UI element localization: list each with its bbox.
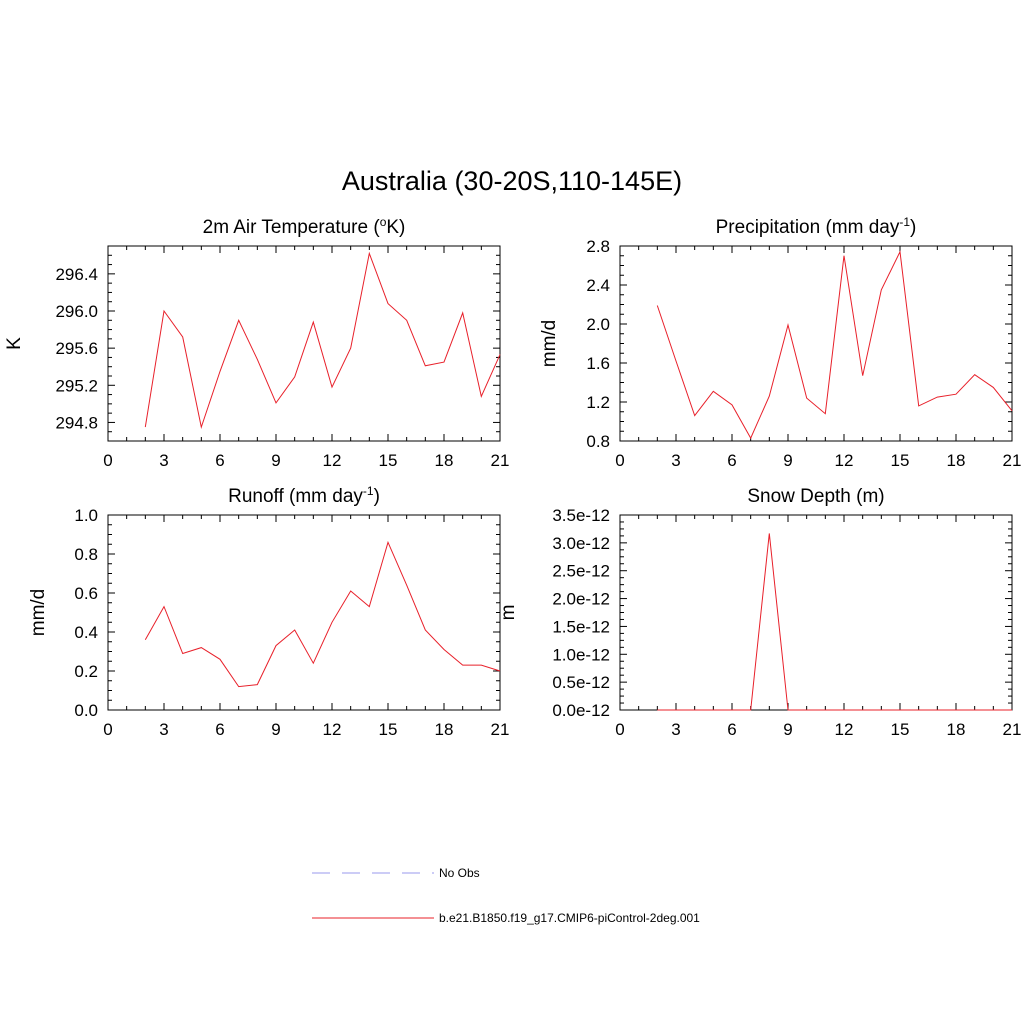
panel-title-post: ) (910, 217, 916, 238)
x-tick-label: 12 (323, 451, 342, 470)
x-tick-label: 0 (103, 451, 112, 470)
y-tick-label: 1.0e-12 (552, 645, 610, 664)
legend: No Obs b.e21.B1850.f19_g17.CMIP6-piContro… (312, 866, 700, 925)
x-tick-label: 12 (835, 720, 854, 739)
panel-title-post: ) (374, 486, 380, 507)
panel-title-main: 2m Air Temperature ( (203, 217, 381, 238)
y-tick-label: 295.6 (55, 339, 98, 358)
panel-title: 2m Air Temperature (oK) (203, 215, 406, 238)
x-tick-label: 15 (379, 720, 398, 739)
panel-1: 2m Air Temperature (oK) 0 3 6 9 12 15 18 21 294.8… (4, 215, 509, 470)
y-tick-label: 294.8 (55, 413, 98, 432)
y-tick-label: 0.8 (74, 545, 98, 564)
panel-title: Snow Depth (m) (747, 486, 884, 507)
x-tick-label: 0 (103, 720, 112, 739)
y-tick-label: 2.4 (586, 276, 610, 295)
y-tick-label: 296.4 (55, 265, 98, 284)
x-tick-label: 15 (891, 451, 910, 470)
y-tick-label: 0.4 (74, 623, 98, 642)
y-axis-label: mm/d (28, 589, 49, 637)
panel-title-sup: -1 (363, 484, 374, 498)
x-tick-label: 21 (1003, 451, 1022, 470)
x-tick-label: 9 (271, 451, 280, 470)
y-axis-label: mm/d (539, 320, 560, 368)
y-axis-label: m (498, 605, 519, 621)
plot-frame (107, 245, 501, 442)
x-tick-label: 18 (947, 720, 966, 739)
x-tick-label: 3 (159, 720, 168, 739)
panel-title-sup: -1 (899, 215, 910, 229)
y-tick-label: 0.5e-12 (552, 673, 610, 692)
y-tick-label: 0.6 (74, 584, 98, 603)
x-tick-label: 0 (615, 720, 624, 739)
y-tick-label: 0.0e-12 (552, 701, 610, 720)
panel-title-main: Runoff (mm day (228, 486, 363, 507)
panel-title-post: K) (386, 217, 405, 238)
panel-title: Runoff (mm day-1) (228, 484, 380, 507)
panel-title-sup: o (380, 215, 387, 229)
x-tick-label: 15 (891, 720, 910, 739)
x-tick-label: 21 (1003, 720, 1022, 739)
panel-3: Runoff (mm day-1) 0 3 6 9 12 15 18 21 0.0 0.2 0.4 0.… (28, 484, 509, 739)
x-tick-label: 15 (379, 451, 398, 470)
series-line (144, 251, 501, 430)
y-tick-label: 0.0 (74, 701, 98, 720)
figure-title: Australia (30-20S,110-145E) (342, 166, 682, 196)
series-line (144, 540, 501, 688)
panel-title: Precipitation (mm day-1) (716, 215, 917, 238)
y-tick-label: 2.5e-12 (552, 562, 610, 581)
y-tick-label: 2.0e-12 (552, 590, 610, 609)
x-tick-label: 9 (783, 720, 792, 739)
legend-label: b.e21.B1850.f19_g17.CMIP6-piControl-2deg… (439, 911, 700, 925)
panel-2: Precipitation (mm day-1) 0 3 6 9 12 15 18 21 0.8 1… (539, 215, 1021, 470)
y-tick-label: 3.5e-12 (552, 506, 610, 525)
legend-item-2: b.e21.B1850.f19_g17.CMIP6-piControl-2deg… (312, 911, 700, 925)
plot-frame (619, 514, 1013, 711)
x-tick-label: 6 (727, 451, 736, 470)
y-tick-label: 3.0e-12 (552, 534, 610, 553)
legend-item-1: No Obs (312, 866, 480, 880)
legend-label: No Obs (439, 866, 480, 880)
x-tick-label: 3 (671, 720, 680, 739)
x-tick-label: 6 (727, 720, 736, 739)
y-tick-label: 2.8 (586, 237, 610, 256)
x-tick-label: 21 (491, 720, 510, 739)
y-tick-label: 1.6 (586, 354, 610, 373)
x-tick-label: 12 (323, 720, 342, 739)
x-tick-label: 9 (271, 720, 280, 739)
plot-frame (619, 245, 1013, 442)
panel-title-main: Precipitation (mm day (716, 217, 900, 238)
x-tick-label: 3 (671, 451, 680, 470)
y-tick-label: 1.5e-12 (552, 617, 610, 636)
panel-4: Snow Depth (m) 0 3 6 9 12 15 18 21 0.0e-12 0.5e-12… (498, 486, 1021, 739)
y-tick-label: 2.0 (586, 315, 610, 334)
panels: 2m Air Temperature (oK)0 3 6 9 12 15 18 21294.8… (4, 215, 1021, 739)
x-tick-label: 18 (435, 451, 454, 470)
x-tick-label: 3 (159, 451, 168, 470)
x-tick-label: 6 (215, 451, 224, 470)
y-axis-label: K (4, 337, 25, 350)
x-tick-label: 18 (947, 451, 966, 470)
x-tick-label: 9 (783, 451, 792, 470)
y-tick-label: 0.2 (74, 662, 98, 681)
series-line (656, 250, 1013, 440)
panel-title-main: Snow Depth (m) (747, 486, 884, 507)
y-tick-label: 1.0 (74, 506, 98, 525)
series-line (657, 533, 1012, 711)
y-tick-label: 1.2 (586, 393, 610, 412)
y-tick-label: 0.8 (586, 432, 610, 451)
y-tick-label: 295.2 (55, 376, 98, 395)
x-tick-label: 18 (435, 720, 454, 739)
x-tick-label: 12 (835, 451, 854, 470)
x-tick-label: 6 (215, 720, 224, 739)
y-tick-label: 296.0 (55, 302, 98, 321)
x-tick-label: 0 (615, 451, 624, 470)
x-tick-label: 21 (491, 451, 510, 470)
